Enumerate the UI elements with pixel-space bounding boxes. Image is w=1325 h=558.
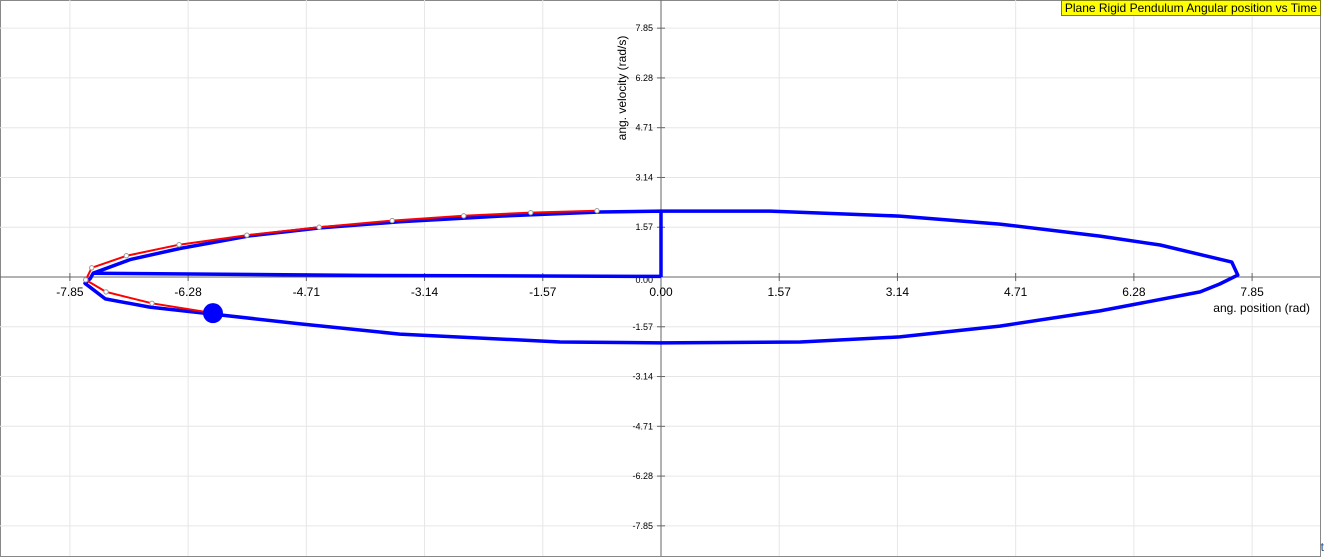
trajectory-line bbox=[93, 271, 662, 279]
x-tick-label: 3.14 bbox=[886, 285, 910, 299]
trail-marker bbox=[123, 253, 130, 259]
x-tick-label: 4.71 bbox=[1004, 285, 1028, 299]
y-tick-label: 3.14 bbox=[635, 172, 653, 182]
y-tick-label: -3.14 bbox=[632, 372, 653, 382]
y-tick-label: 7.85 bbox=[635, 23, 653, 33]
y-axis-label: ang. velocity (rad/s) bbox=[615, 36, 629, 141]
x-axis-label: ang. position (rad) bbox=[1213, 301, 1310, 315]
y-tick-label: 0.00 bbox=[635, 275, 653, 285]
trail-marker bbox=[103, 289, 109, 295]
trail-marker bbox=[528, 209, 534, 216]
x-tick-label: 1.57 bbox=[768, 285, 792, 299]
trail-line bbox=[84, 209, 598, 315]
trail-marker bbox=[461, 213, 467, 219]
chart-title: Plane Rigid Pendulum Angular position vs… bbox=[1060, 0, 1321, 16]
trail-marker bbox=[149, 300, 155, 307]
trail-marker bbox=[83, 277, 89, 283]
x-tick-label: -1.57 bbox=[529, 285, 557, 299]
x-tick-label: 6.28 bbox=[1122, 285, 1146, 299]
x-tick-label: -7.85 bbox=[56, 285, 84, 299]
x-tick-label: -4.71 bbox=[293, 285, 321, 299]
y-tick-label: -4.71 bbox=[632, 421, 653, 431]
trail-marker bbox=[176, 241, 182, 248]
trail-marker bbox=[594, 208, 600, 214]
trajectory-line bbox=[83, 209, 1240, 345]
x-tick-label: 7.85 bbox=[1240, 285, 1264, 299]
trail-marker bbox=[89, 265, 95, 271]
x-tick-label: -3.14 bbox=[411, 285, 439, 299]
trail-marker bbox=[316, 224, 322, 230]
trail-marker bbox=[244, 232, 250, 238]
y-tick-label: 1.57 bbox=[635, 222, 653, 232]
y-tick-label: 6.28 bbox=[635, 73, 653, 83]
trail-marker bbox=[389, 217, 395, 224]
current-state-dot bbox=[202, 303, 223, 324]
y-tick-label: 4.71 bbox=[635, 123, 653, 133]
y-tick-label: -6.28 bbox=[632, 471, 653, 481]
x-tick-label: 0.00 bbox=[649, 285, 673, 299]
x-tick-label: -6.28 bbox=[174, 285, 202, 299]
y-tick-label: -7.85 bbox=[632, 521, 653, 531]
y-tick-label: -1.57 bbox=[632, 322, 653, 332]
corner-label: t bbox=[1320, 540, 1324, 554]
